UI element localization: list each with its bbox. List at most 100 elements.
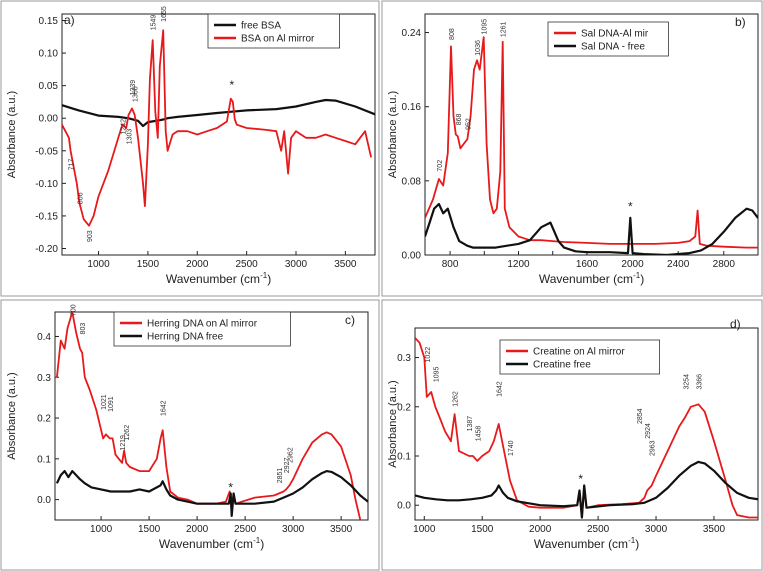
x-tick-label: 1600: [576, 259, 599, 270]
x-tick-label: 2000: [186, 524, 209, 535]
panel-border: [381, 0, 763, 297]
y-tick-label: 0.05: [39, 81, 59, 92]
x-tick-label: 800: [442, 259, 459, 270]
plot-area: [424, 13, 759, 256]
x-axis-label: Wavenumber (cm-1): [159, 536, 264, 551]
y-tick-label: 0.2: [397, 402, 411, 413]
x-tick-label: 2000: [621, 259, 644, 270]
y-axis-label: Absorbance (a.u.): [6, 372, 18, 459]
peak-label: 702: [437, 160, 444, 172]
panel-border: [0, 299, 380, 571]
x-axis-label: Wavenumber (cm-1): [534, 536, 639, 551]
artifact-marker: *: [578, 472, 583, 486]
legend-entry: BSA on Al mirror: [241, 34, 315, 45]
panel-d: 1000 1500 2000 2500 3000 3500 0.0 0.1 0.2 0.3 Wave…: [381, 299, 763, 571]
legend-entry: Creatine on Al mirror: [533, 347, 625, 358]
panel-label: c): [345, 313, 355, 327]
legend-entry: free BSA: [241, 21, 281, 32]
x-tick-label: 1000: [413, 524, 436, 535]
series-group: [415, 337, 758, 519]
legend-box: [499, 339, 661, 375]
peak-label: 1095: [482, 19, 489, 35]
artifact-marker: *: [628, 200, 633, 214]
series-line-bsa-on-al-mirror: [62, 29, 372, 227]
peak-label: 1387: [467, 416, 474, 432]
x-tick-label: 2500: [587, 524, 610, 535]
y-tick-label: 0.0: [37, 495, 51, 506]
x-tick-label: 3000: [645, 524, 668, 535]
series-line-free-bsa: [62, 98, 375, 128]
peak-label: 1219: [120, 435, 127, 451]
peak-label: 803: [80, 323, 87, 335]
y-tick-label: 0.10: [39, 49, 59, 60]
peak-label: 1262: [124, 425, 131, 441]
peak-label: 1095: [433, 366, 440, 382]
x-tick-label: 2400: [667, 259, 690, 270]
series-line-creatine-free: [415, 460, 758, 519]
legend-entry: Creatine free: [533, 360, 591, 371]
peak-label: 3254: [683, 374, 690, 390]
panel-label: b): [735, 15, 746, 29]
peak-label: 1642: [497, 381, 504, 397]
y-tick-label: 0.08: [402, 176, 422, 187]
peak-label: 1262: [453, 391, 460, 407]
legend-box: [113, 311, 291, 347]
series-line-sal-dna-free: [425, 202, 758, 255]
panel-border: [0, 0, 380, 297]
x-tick-label: 2500: [236, 259, 259, 270]
x-tick-label: 3500: [703, 524, 726, 535]
series-group: [425, 36, 758, 255]
y-axis-label: Absorbance (a.u.): [387, 380, 399, 467]
series-group: [62, 29, 375, 227]
peak-label: 1366: [133, 86, 140, 102]
peak-label: 2854: [637, 408, 644, 424]
y-tick-label: 0.1: [397, 452, 411, 463]
panel-label: d): [730, 317, 741, 331]
x-tick-label: 3500: [334, 259, 357, 270]
peak-label: 1642: [161, 400, 168, 416]
y-axis-label: Absorbance (a.u.): [387, 91, 399, 178]
peak-label: 2927: [284, 457, 291, 473]
x-tick-label: 3000: [282, 524, 305, 535]
legend-entry: Sal DNA-Al mir: [581, 29, 649, 40]
x-tick-label: 1200: [507, 259, 530, 270]
series-line-herring-dna-free: [55, 470, 368, 517]
legend-box: [207, 13, 341, 49]
peak-label: 1339: [130, 80, 137, 96]
x-tick-label: 2000: [186, 259, 209, 270]
legend-entry: Herring DNA on Al mirror: [147, 319, 258, 330]
peak-label: 1091: [108, 396, 115, 412]
peak-label: 1740: [508, 440, 515, 456]
peak-label: 952: [465, 118, 472, 130]
peak-label: 806: [77, 192, 84, 204]
peak-label: 2963: [650, 440, 657, 456]
y-tick-label: 0.16: [402, 102, 422, 113]
series-group: [55, 312, 368, 520]
peak-label: 1036: [475, 40, 482, 56]
peak-label: 903: [87, 230, 94, 242]
series-line-sal-dna-al-mir: [425, 36, 758, 249]
x-axis-label: Wavenumber (cm-1): [539, 271, 644, 286]
peak-label: 3366: [696, 374, 703, 390]
peak-label: 808: [449, 28, 456, 40]
peak-label: 1242: [120, 119, 127, 135]
peak-label: 1303: [126, 129, 133, 145]
x-tick-label: 2500: [234, 524, 257, 535]
y-tick-label: 0.00: [39, 114, 59, 125]
y-tick-label: -0.20: [35, 244, 58, 255]
y-tick-label: 0.3: [397, 353, 411, 364]
peak-label: 2962: [287, 447, 294, 463]
legend-box: [547, 21, 669, 57]
panel-a: 1000 1500 2000 2500 3000 3500 -0.20 -0.15 -0.10 -…: [0, 0, 380, 297]
y-tick-label: 0.2: [37, 414, 51, 425]
artifact-marker: *: [229, 78, 234, 92]
peak-label: 700: [70, 304, 77, 316]
plot-area: [414, 327, 759, 521]
peak-label: 717: [69, 159, 76, 171]
x-tick-label: 1000: [87, 259, 110, 270]
y-tick-label: 0.00: [402, 251, 422, 262]
peak-label: 1261: [501, 21, 508, 37]
peak-label: 1021: [101, 394, 108, 410]
x-tick-label: 1500: [137, 259, 160, 270]
